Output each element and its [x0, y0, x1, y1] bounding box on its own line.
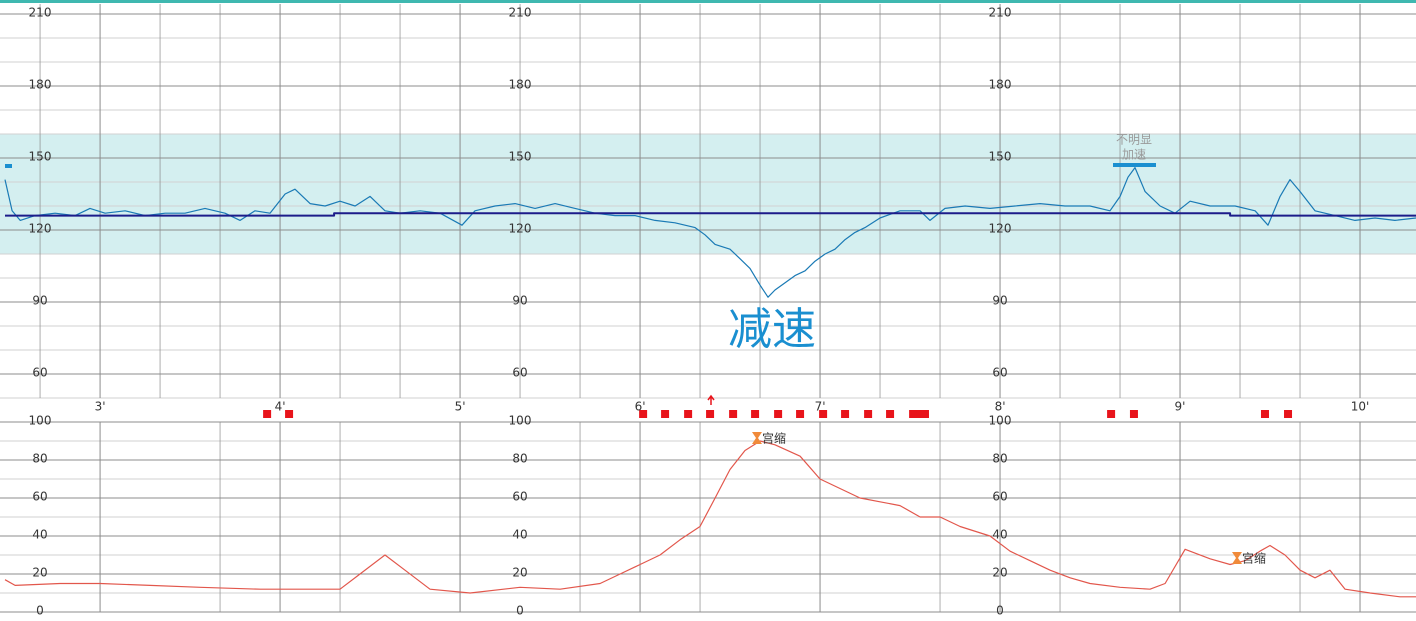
- decel-annotation: 减速: [728, 304, 816, 355]
- x-tick-label: 5': [455, 400, 466, 414]
- x-tick-label: 8': [995, 400, 1006, 414]
- y-tick-label: 40: [32, 528, 47, 542]
- fetal-movement: [661, 410, 670, 418]
- y-tick-label: 180: [509, 78, 532, 92]
- y-tick-label: 20: [992, 566, 1007, 580]
- contraction-marker: [1232, 552, 1242, 564]
- y-tick-label: 80: [32, 452, 47, 466]
- y-tick-label: 20: [32, 566, 47, 580]
- x-tick-label: 9': [1175, 400, 1186, 414]
- y-tick-label: 100: [509, 414, 532, 428]
- trace: [5, 212, 1416, 217]
- y-tick-label: 180: [989, 78, 1012, 92]
- y-tick-label: 0: [516, 604, 524, 618]
- trace: [4, 440, 1416, 598]
- y-tick-label: 150: [29, 150, 52, 164]
- fetal-movement: [916, 410, 925, 418]
- top-bar: [0, 0, 1416, 3]
- y-tick-label: 40: [512, 528, 527, 542]
- y-tick-label: 210: [989, 6, 1012, 20]
- x-tick-label: 10': [1351, 400, 1370, 414]
- y-tick-label: 90: [32, 294, 47, 308]
- fetal-movement: [751, 410, 760, 418]
- y-tick-label: 60: [32, 366, 47, 380]
- x-tick-label: 6': [635, 400, 646, 414]
- marks: [4, 167, 1416, 598]
- y-tick-label: 0: [996, 604, 1004, 618]
- fetal-movement: [841, 410, 850, 418]
- y-tick-label: 0: [36, 604, 44, 618]
- trace: [4, 167, 1416, 298]
- x-tick-label: 4': [275, 400, 286, 414]
- y-tick-label: 120: [989, 222, 1012, 236]
- annotation: 宫缩: [762, 431, 786, 446]
- y-tick-label: 210: [29, 6, 52, 20]
- fetal-movement: [729, 410, 738, 418]
- fetal-movement: [1284, 410, 1293, 418]
- y-tick-label: 40: [992, 528, 1007, 542]
- fetal-movement: [706, 410, 715, 418]
- y-tick-label: 80: [992, 452, 1007, 466]
- fetal-movement: [1107, 410, 1116, 418]
- y-tick-label: 60: [992, 366, 1007, 380]
- fetal-movement: [639, 410, 648, 418]
- annotation: 不明显: [1116, 133, 1152, 147]
- y-tick-label: 90: [512, 294, 527, 308]
- y-tick-label: 90: [992, 294, 1007, 308]
- normal-band: [0, 134, 1416, 254]
- y-tick-label: 150: [989, 150, 1012, 164]
- fetal-movement: [285, 410, 294, 418]
- y-tick-label: 180: [29, 78, 52, 92]
- fetal-movement: [1129, 410, 1138, 418]
- annotation: 宫缩: [1242, 551, 1266, 566]
- left-marker: [5, 164, 12, 168]
- x-tick-label: 7': [815, 400, 826, 414]
- y-tick-label: 20: [512, 566, 527, 580]
- y-tick-label: 60: [992, 490, 1007, 504]
- fetal-movement: [774, 410, 783, 418]
- fetal-movement: [909, 410, 918, 418]
- fetal-movement: [1260, 410, 1269, 418]
- contraction-marker: [752, 432, 762, 444]
- x-tick-label: 3': [95, 400, 106, 414]
- fetal-movement: [920, 410, 929, 418]
- y-tick-label: 60: [512, 366, 527, 380]
- fetal-movement: [684, 410, 693, 418]
- y-tick-label: 210: [509, 6, 532, 20]
- grid: [0, 4, 1416, 613]
- y-tick-label: 120: [509, 222, 532, 236]
- y-tick-label: 60: [32, 490, 47, 504]
- y-tick-label: 100: [29, 414, 52, 428]
- fetal-movement: [864, 410, 873, 418]
- y-tick-label: 120: [29, 222, 52, 236]
- accel-bar: [1113, 163, 1156, 167]
- annotation: 加速: [1122, 148, 1146, 162]
- y-tick-label: 80: [512, 452, 527, 466]
- fetal-movement: [886, 410, 895, 418]
- y-tick-label: 100: [989, 414, 1012, 428]
- labels: 60 60 60 90 90 90 120 120 120 150 150 150 180 180 180 2…: [29, 6, 1370, 618]
- fetal-movement: [819, 410, 828, 418]
- fetal-movement: [796, 410, 805, 418]
- event-arrow: [707, 394, 715, 405]
- y-tick-label: 150: [509, 150, 532, 164]
- y-tick-label: 60: [512, 490, 527, 504]
- fetal-movement: [263, 410, 272, 418]
